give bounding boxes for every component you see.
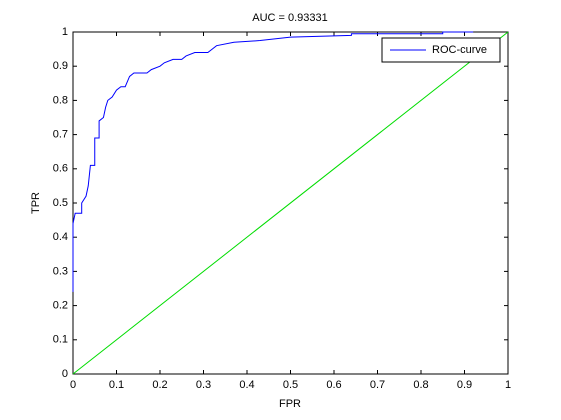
y-tick-label: 0.8 [53,94,68,106]
x-axis-label: FPR [279,398,301,410]
y-tick-label: 0.5 [53,197,68,209]
x-tick-label: 1 [505,379,511,391]
y-tick-label: 0 [62,368,68,380]
x-tick-label: 0.5 [283,379,298,391]
x-tick-label: 0 [70,379,76,391]
y-tick-label: 0.9 [53,60,68,72]
x-tick-label: 0.4 [239,379,254,391]
y-tick-label: 1 [62,26,68,38]
legend-label: ROC-curve [432,44,487,56]
x-tick-label: 0.9 [457,379,472,391]
x-tick-label: 0.2 [152,379,167,391]
y-tick-label: 0.3 [53,265,68,277]
x-tick-label: 0.6 [326,379,341,391]
x-tick-label: 0.7 [370,379,385,391]
reference-line [72,31,509,375]
x-tick-label: 0.8 [413,379,428,391]
y-tick-label: 0.7 [53,129,68,141]
roc-line [72,31,474,292]
y-axis-label: TPR [30,192,42,214]
y-tick-label: 0.4 [53,231,68,243]
chart-title: AUC = 0.93331 [252,12,328,24]
y-tick-label: 0.2 [53,300,68,312]
y-tick-label: 0.6 [53,163,68,175]
y-tick-label: 0.1 [53,334,68,346]
x-tick-label: 0.1 [109,379,124,391]
x-tick-label: 0.3 [196,379,211,391]
